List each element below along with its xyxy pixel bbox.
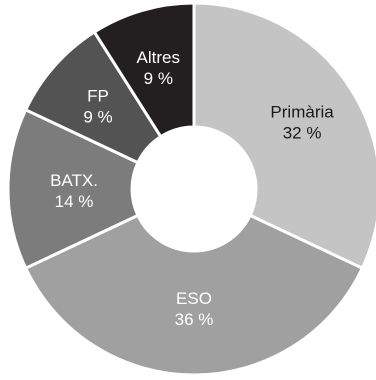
chart-slices xyxy=(6,1,376,377)
value-label-eso: 36 % xyxy=(175,310,214,329)
value-label-primaria: 32 % xyxy=(283,123,322,142)
category-label-primaria: Primària xyxy=(270,102,334,121)
slice-eso xyxy=(24,213,364,377)
label-altres: Altres 9 % xyxy=(137,48,180,88)
chart-labels: Primària 32 % ESO 36 % BATX. 14 % FP 9 % Altres 9… xyxy=(50,48,334,329)
slice-altres xyxy=(92,1,196,139)
value-label-altres: 9 % xyxy=(144,69,173,88)
category-label-batx: BATX. xyxy=(50,171,98,190)
value-label-batx: 14 % xyxy=(55,192,94,211)
value-label-fp: 9 % xyxy=(83,107,112,126)
slice-batx xyxy=(6,108,140,270)
label-fp: FP 9 % xyxy=(83,86,112,126)
slice-primaria xyxy=(192,1,376,270)
label-eso: ESO 36 % xyxy=(175,289,214,329)
category-label-altres: Altres xyxy=(137,48,180,67)
label-batx: BATX. 14 % xyxy=(50,171,98,211)
category-label-fp: FP xyxy=(87,86,109,105)
category-label-eso: ESO xyxy=(176,289,212,308)
label-primaria: Primària 32 % xyxy=(270,102,334,142)
